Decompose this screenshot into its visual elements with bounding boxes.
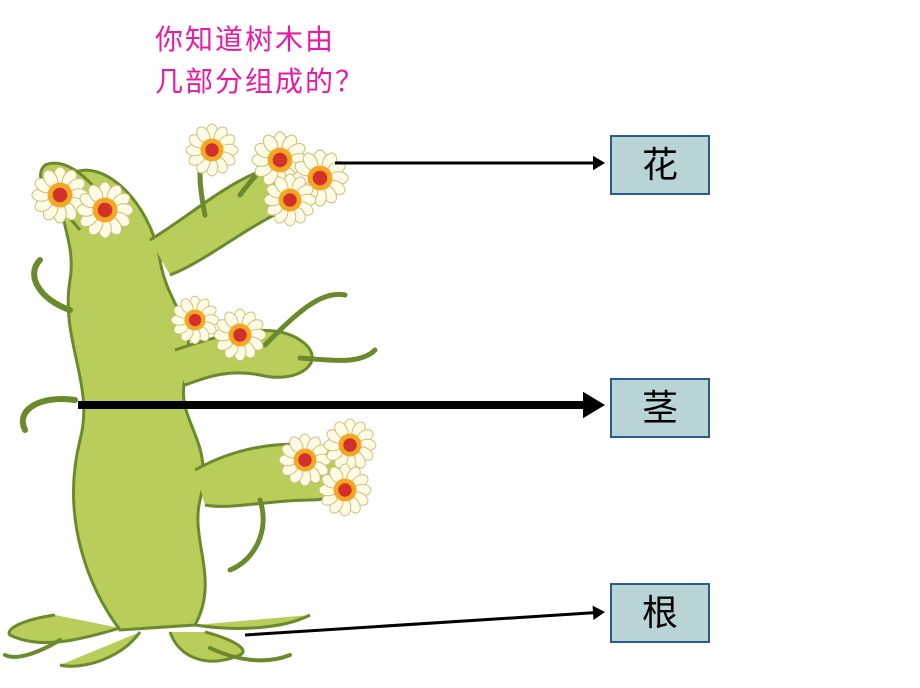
label-flower: 花: [610, 135, 710, 195]
diagram-svg: [0, 0, 920, 688]
label-root: 根: [610, 583, 710, 643]
label-stem: 茎: [610, 378, 710, 438]
